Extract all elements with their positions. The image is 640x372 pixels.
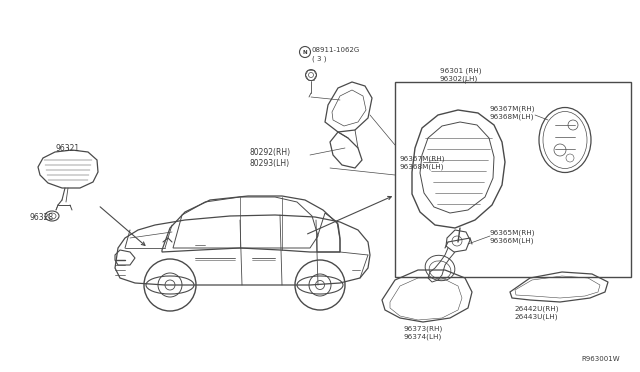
Text: R963001W: R963001W xyxy=(581,356,620,362)
Text: 96328: 96328 xyxy=(30,213,54,222)
Text: 26442U(RH)
26443U(LH): 26442U(RH) 26443U(LH) xyxy=(514,306,559,321)
Text: N: N xyxy=(303,49,307,55)
Text: 96301 (RH)
96302(LH): 96301 (RH) 96302(LH) xyxy=(440,68,481,83)
Text: 96367M(RH)
96368M(LH): 96367M(RH) 96368M(LH) xyxy=(400,155,445,170)
Text: 96365M(RH)
96366M(LH): 96365M(RH) 96366M(LH) xyxy=(490,230,536,244)
Text: 96367M(RH)
96368M(LH): 96367M(RH) 96368M(LH) xyxy=(490,105,536,119)
Text: ( 3 ): ( 3 ) xyxy=(312,56,326,62)
Text: 96373(RH)
96374(LH): 96373(RH) 96374(LH) xyxy=(404,325,444,340)
Text: 80292(RH)
80293(LH): 80292(RH) 80293(LH) xyxy=(250,148,291,168)
Bar xyxy=(395,82,631,277)
Text: 08911-1062G: 08911-1062G xyxy=(312,47,360,53)
Text: 96321: 96321 xyxy=(55,144,79,153)
